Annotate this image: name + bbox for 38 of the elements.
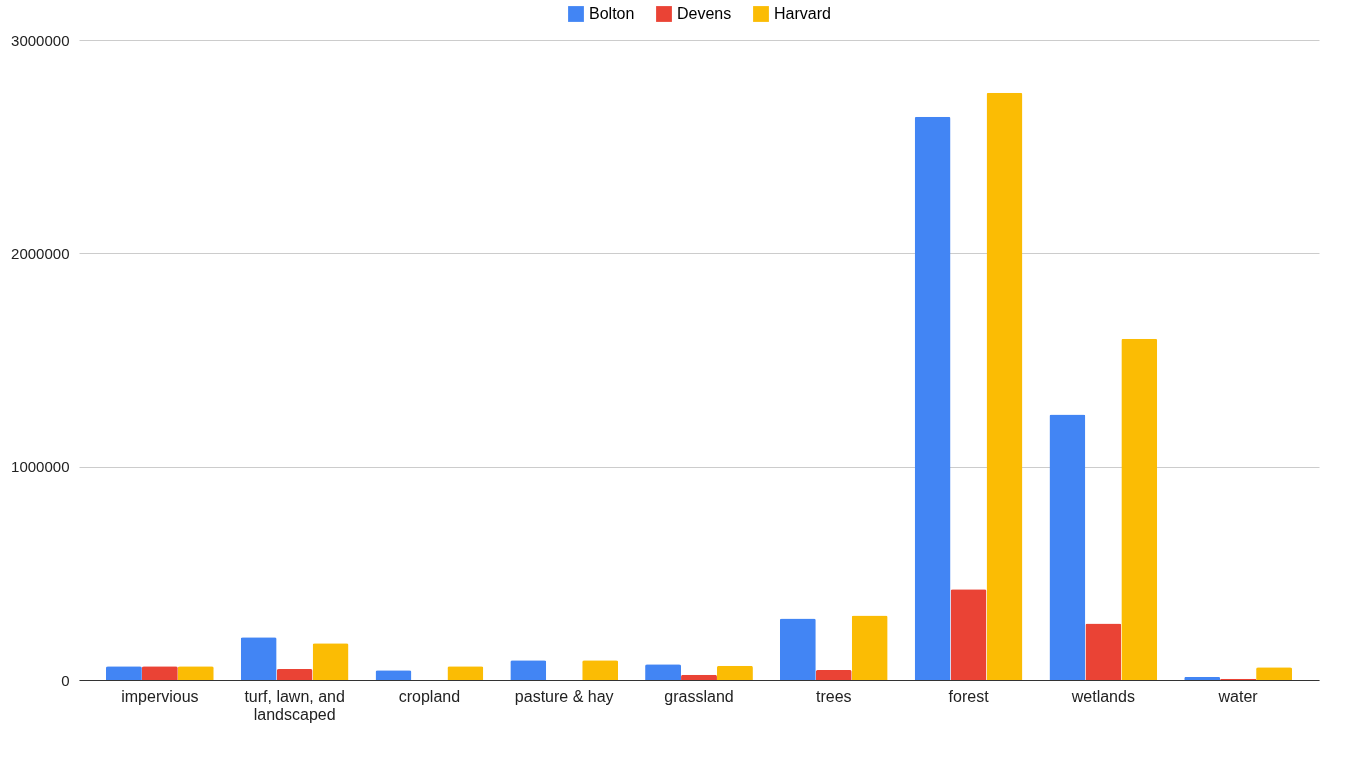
bar [105,666,142,680]
legend-label: Bolton [589,5,635,22]
x-tick-label: grassland [664,687,734,705]
bar [510,660,547,680]
bar [1049,414,1086,680]
y-tick-label: 1000000 [11,458,70,476]
x-tick-label: pasture & hay [514,687,614,705]
x-tick-label: impervious [121,687,199,705]
bar [1121,338,1158,680]
bar [1256,667,1293,680]
legend-label: Harvard [774,5,831,22]
bar [582,660,619,680]
x-tick-label: wetlands [1070,687,1135,705]
x-tick-label: turf, lawn, and landscaped [244,687,345,723]
legend-label: Devens [677,5,732,22]
bar [779,618,816,680]
bar [240,637,277,680]
bar [141,666,178,680]
y-tick-label: 0 [61,671,70,689]
bar [815,669,852,680]
bar [1184,677,1221,680]
bar [276,669,313,680]
bar [950,589,987,680]
bar [645,664,682,680]
x-tick-label: cropland [398,687,461,705]
bar [914,116,951,680]
x-tick-label: water [1217,687,1259,705]
y-tick-label: 3000000 [11,31,70,49]
bar [447,666,484,680]
bar [177,666,214,680]
x-tick-label: trees [815,687,852,705]
bar [716,665,753,680]
bar [851,615,888,680]
bar [986,92,1023,680]
bar [1085,623,1122,680]
bar [312,643,349,680]
x-tick-label: forest [948,687,990,705]
y-tick-label: 2000000 [11,244,70,262]
